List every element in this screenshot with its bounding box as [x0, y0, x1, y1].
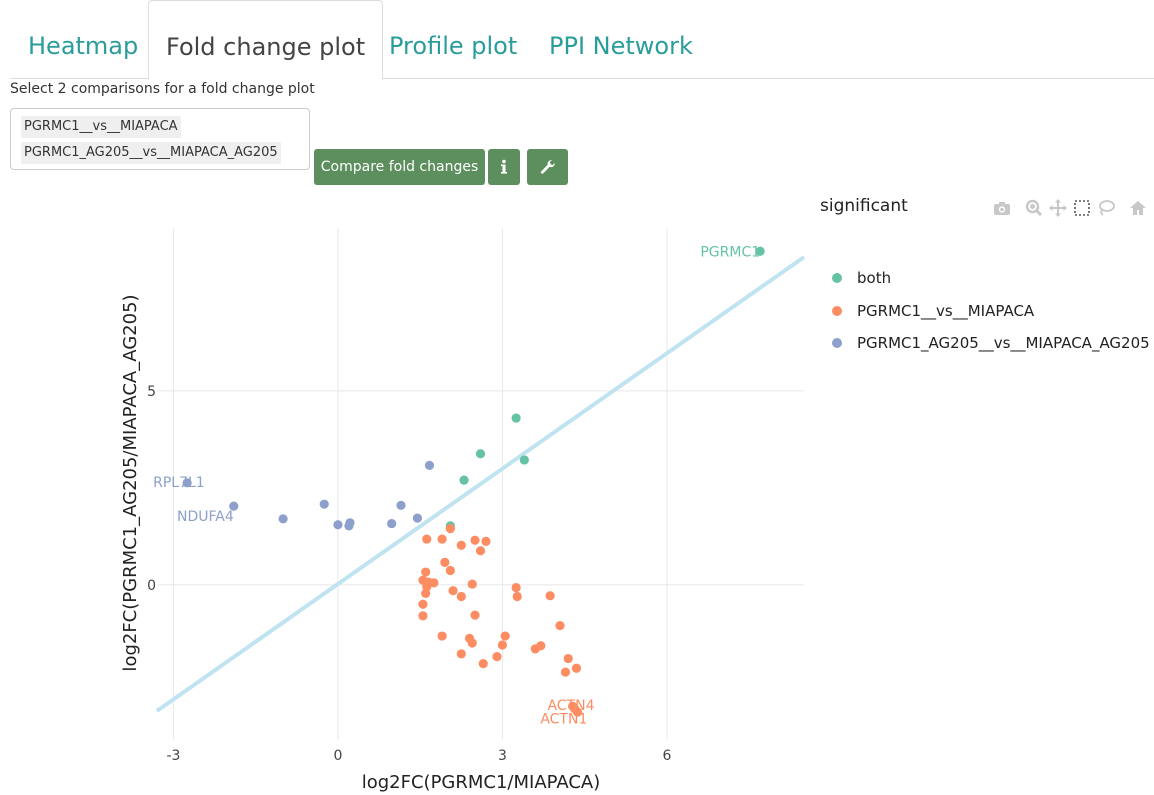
data-point[interactable] [412, 513, 423, 523]
data-point[interactable] [571, 663, 582, 673]
tab-bar: Heatmap Fold change plot Profile plot PP… [10, 0, 1154, 80]
data-point[interactable] [492, 652, 502, 662]
data-point[interactable] [511, 413, 521, 423]
data-point[interactable] [755, 246, 765, 256]
legend-marker [832, 338, 842, 348]
data-point[interactable] [456, 649, 466, 659]
y-tick-label: 0 [147, 578, 156, 594]
box-select-icon[interactable] [1072, 198, 1092, 218]
point-label: ACTN4 [547, 698, 594, 714]
data-point[interactable] [500, 631, 510, 641]
data-point[interactable] [478, 658, 488, 669]
data-point[interactable] [475, 449, 486, 459]
legend-label: both [857, 269, 892, 287]
data-point[interactable] [421, 567, 431, 577]
camera-icon[interactable] [992, 198, 1012, 218]
data-point[interactable] [429, 578, 439, 588]
selected-comparison-chip[interactable]: PGRMC1__vs__MIAPACA [21, 116, 181, 138]
x-tick-label: -3 [166, 748, 180, 764]
pan-icon[interactable] [1048, 198, 1068, 218]
data-point[interactable] [319, 499, 329, 509]
legend-marker [832, 273, 842, 283]
selected-comparison-chip[interactable]: PGRMC1_AG205__vs__MIAPACA_AG205 [21, 142, 281, 164]
tab-ppi-network[interactable]: PPI Network [549, 32, 693, 60]
data-point[interactable] [456, 540, 466, 550]
y-tick-label: 5 [147, 384, 156, 400]
data-point[interactable] [387, 518, 397, 529]
data-point[interactable] [497, 640, 508, 650]
data-point[interactable] [445, 565, 455, 576]
data-point[interactable] [470, 535, 480, 545]
comparison-multiselect[interactable]: PGRMC1__vs__MIAPACA PGRMC1_AG205__vs__MI… [10, 108, 310, 170]
data-point[interactable] [555, 620, 565, 631]
info-icon [501, 159, 507, 174]
data-point[interactable] [182, 478, 192, 488]
data-point[interactable] [560, 667, 571, 677]
tab-heatmap[interactable]: Heatmap [28, 32, 139, 60]
y-axis-title: log2FC(PGRMC1_AG205/MIAPACA_AG205) [120, 294, 141, 671]
legend-title: significant [820, 196, 908, 216]
data-point[interactable] [448, 586, 458, 596]
data-point[interactable] [422, 534, 432, 544]
tab-profile-plot[interactable]: Profile plot [389, 32, 518, 60]
data-point[interactable] [437, 631, 447, 641]
data-point[interactable] [530, 644, 540, 654]
plot-grid [157, 228, 804, 740]
tab-fold-change-plot[interactable]: Fold change plot [148, 0, 384, 80]
point-label: RPL7L1 [153, 475, 205, 491]
data-points [182, 246, 765, 717]
data-point[interactable] [563, 653, 573, 664]
data-point[interactable] [421, 588, 431, 598]
data-point[interactable] [511, 582, 521, 593]
tab-divider [10, 78, 1154, 79]
data-point[interactable] [437, 534, 447, 544]
x-tick-label: 0 [333, 748, 342, 764]
data-point[interactable] [396, 500, 406, 510]
lasso-icon[interactable] [1096, 198, 1116, 218]
data-point[interactable] [475, 546, 486, 556]
data-point[interactable] [470, 610, 480, 620]
data-point[interactable] [456, 591, 466, 602]
data-point[interactable] [519, 455, 529, 465]
point-label: NDUFA4 [177, 509, 234, 525]
x-tick-label: 3 [498, 748, 507, 764]
x-tick-label: 6 [662, 748, 671, 764]
data-point[interactable] [459, 475, 469, 485]
data-point[interactable] [572, 707, 583, 717]
zoom-icon[interactable] [1024, 198, 1044, 218]
data-point[interactable] [445, 524, 455, 534]
data-point[interactable] [467, 579, 477, 589]
wrench-icon [540, 159, 555, 174]
data-point[interactable] [229, 501, 239, 511]
compare-fold-changes-button[interactable]: Compare fold changes [314, 149, 485, 185]
data-point[interactable] [418, 599, 428, 609]
point-label: ACTN1 [540, 712, 587, 728]
data-point[interactable] [345, 518, 355, 528]
x-axis-title: log2FC(PGRMC1/MIAPACA) [362, 772, 601, 793]
data-point[interactable] [278, 514, 288, 524]
data-point[interactable] [467, 638, 477, 648]
home-icon[interactable] [1128, 198, 1148, 218]
settings-button[interactable] [527, 149, 568, 185]
legend-label: PGRMC1_AG205__vs__MIAPACA_AG205 [857, 334, 1150, 352]
legend-label: PGRMC1__vs__MIAPACA [857, 302, 1035, 320]
data-point[interactable] [512, 591, 522, 602]
data-point[interactable] [440, 557, 450, 567]
data-point[interactable] [545, 591, 555, 601]
legend-marker [832, 306, 842, 316]
axis-ticks: -3 0 3 6 0 5 [147, 384, 671, 764]
info-button[interactable] [488, 149, 520, 185]
comparison-select-label: Select 2 comparisons for a fold change p… [10, 81, 315, 97]
reference-line [155, 255, 806, 713]
identity-line [155, 255, 806, 713]
data-point[interactable] [418, 611, 428, 621]
data-point[interactable] [481, 536, 491, 547]
data-point[interactable] [333, 520, 343, 530]
point-label: PGRMC1 [700, 244, 760, 260]
data-point[interactable] [424, 460, 435, 470]
